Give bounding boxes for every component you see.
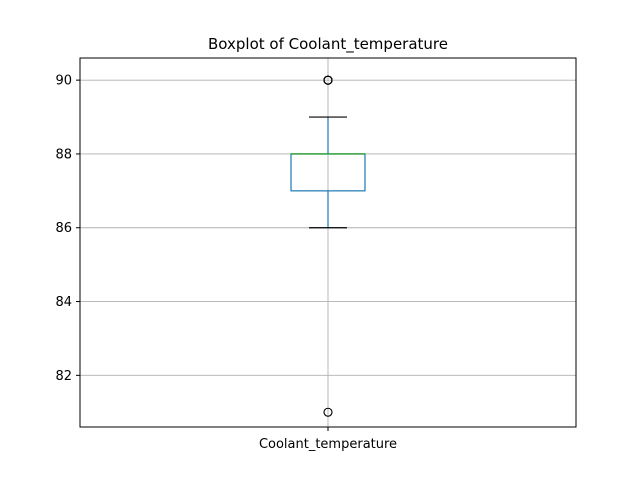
outlier-point: [323, 407, 333, 417]
y-tick-label: 88: [55, 147, 72, 162]
box-layer: [290, 75, 366, 417]
y-tick-label: 86: [55, 221, 72, 236]
grid-lines: [80, 58, 576, 427]
y-tick-label: 84: [55, 295, 72, 310]
x-tick-label: Coolant_temperature: [259, 437, 397, 452]
y-tick-label: 90: [55, 74, 72, 89]
y-tick-label: 82: [55, 369, 72, 384]
chart-title: Boxplot of Coolant_temperature: [208, 35, 448, 54]
outlier-point: [323, 75, 333, 85]
axis-layer: 82 84 86 88 90 Coolant_temperature: [55, 74, 397, 452]
